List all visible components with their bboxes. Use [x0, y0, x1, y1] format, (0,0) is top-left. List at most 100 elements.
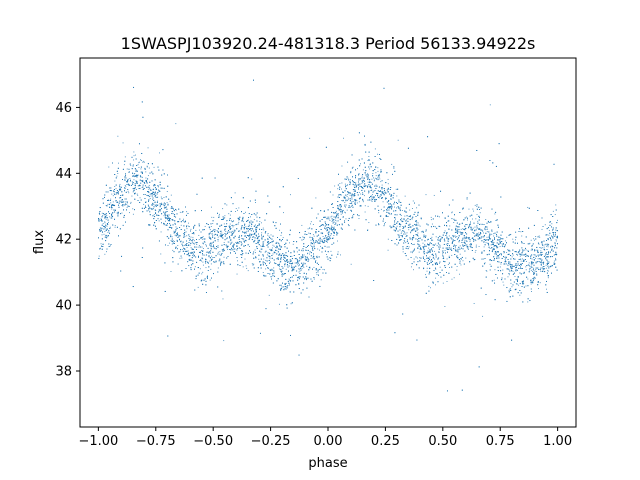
- data-point: [219, 260, 221, 262]
- data-point: [420, 218, 422, 220]
- data-point: [532, 263, 533, 265]
- data-point: [114, 180, 116, 182]
- data-point: [545, 252, 547, 254]
- data-point: [229, 251, 231, 253]
- data-point: [145, 194, 147, 195]
- data-point: [101, 212, 103, 214]
- data-point: [347, 197, 349, 199]
- data-point: [245, 211, 246, 213]
- data-point: [515, 283, 517, 285]
- data-point: [147, 178, 149, 180]
- data-point: [382, 201, 384, 203]
- data-point: [289, 242, 290, 244]
- data-point: [245, 265, 247, 267]
- data-point: [228, 213, 230, 215]
- data-point: [344, 202, 346, 204]
- data-point: [189, 258, 191, 260]
- data-point: [190, 228, 192, 230]
- data-point: [217, 236, 219, 238]
- data-point: [306, 260, 307, 262]
- data-point: [222, 216, 224, 218]
- data-point: [327, 216, 329, 218]
- data-point: [335, 219, 337, 221]
- data-point: [192, 236, 194, 238]
- data-point: [303, 237, 305, 239]
- data-point: [543, 268, 545, 269]
- data-point: [503, 252, 505, 254]
- data-point: [110, 217, 112, 219]
- data-point: [141, 176, 143, 178]
- data-point: [127, 190, 129, 192]
- data-point: [232, 224, 233, 226]
- data-point: [145, 171, 147, 173]
- data-point: [384, 222, 386, 223]
- data-point: [540, 250, 542, 252]
- data-point: [518, 284, 520, 286]
- data-point: [350, 179, 351, 181]
- data-point: [303, 262, 305, 264]
- data-point: [405, 233, 407, 235]
- data-point: [202, 258, 204, 260]
- data-point: [188, 222, 190, 224]
- data-point: [310, 239, 312, 241]
- data-point: [368, 222, 370, 224]
- data-point: [395, 188, 397, 190]
- data-point: [413, 258, 415, 260]
- data-point: [549, 222, 551, 223]
- data-point: [350, 263, 352, 265]
- data-point: [113, 209, 115, 211]
- data-point: [117, 211, 119, 213]
- data-point: [262, 227, 264, 229]
- data-point: [345, 212, 346, 214]
- data-point: [387, 209, 389, 211]
- data-point: [171, 227, 173, 229]
- data-point: [380, 208, 382, 210]
- data-point: [369, 168, 371, 170]
- data-point: [254, 239, 256, 241]
- data-point: [555, 240, 557, 242]
- data-point: [130, 164, 132, 166]
- data-point: [179, 211, 181, 213]
- data-point: [472, 208, 474, 210]
- data-point: [125, 186, 127, 188]
- data-point: [193, 240, 195, 242]
- data-point: [186, 235, 188, 237]
- data-point: [184, 235, 186, 237]
- data-point: [131, 181, 133, 183]
- data-point: [230, 234, 232, 236]
- data-point: [544, 224, 546, 226]
- data-point: [291, 260, 293, 262]
- data-point: [267, 234, 269, 236]
- data-point: [393, 229, 395, 231]
- data-point: [126, 203, 128, 205]
- data-point: [347, 177, 349, 179]
- data-point: [326, 241, 328, 243]
- data-point: [328, 257, 330, 259]
- data-point: [419, 257, 421, 259]
- data-point: [547, 243, 549, 245]
- data-point: [418, 224, 420, 226]
- data-point: [298, 271, 300, 273]
- data-point: [467, 219, 468, 221]
- data-point: [447, 220, 449, 222]
- data-point: [527, 206, 529, 208]
- data-point: [129, 212, 130, 214]
- data-point: [422, 246, 424, 247]
- data-point: [411, 217, 413, 219]
- data-point: [434, 262, 436, 264]
- data-point: [209, 260, 211, 262]
- data-point: [213, 228, 215, 230]
- data-point: [290, 259, 292, 261]
- data-point: [452, 236, 454, 238]
- data-point: [99, 213, 101, 215]
- data-point: [352, 200, 354, 202]
- data-point: [108, 221, 109, 223]
- data-point: [493, 279, 495, 281]
- data-point: [230, 239, 232, 241]
- data-point: [430, 287, 431, 289]
- data-point: [555, 239, 557, 241]
- data-point: [117, 173, 119, 174]
- data-point: [166, 217, 167, 219]
- data-point: [317, 248, 319, 250]
- data-point: [144, 183, 146, 184]
